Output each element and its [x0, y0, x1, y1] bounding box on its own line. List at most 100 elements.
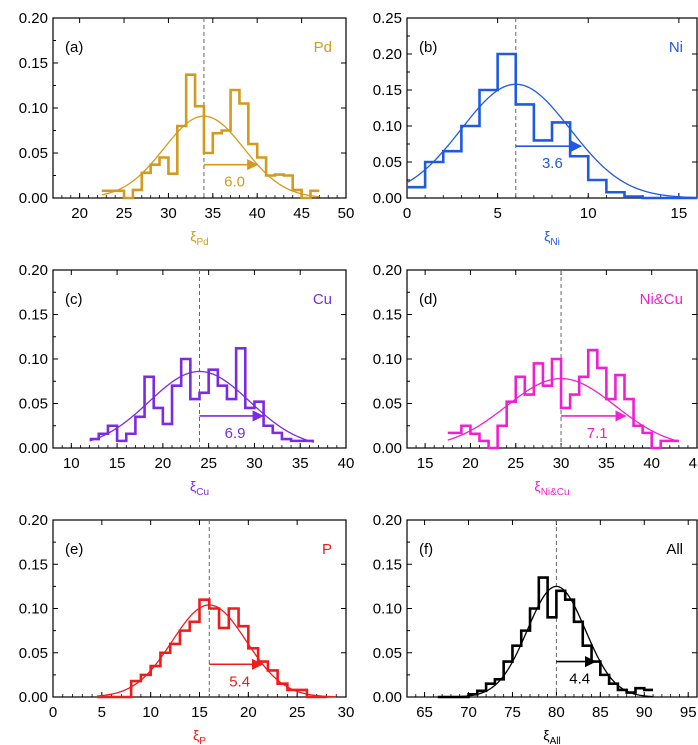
- x-tick-label: 40: [338, 455, 355, 472]
- y-tick-label: 0.00: [373, 190, 402, 207]
- x-axis-label-symbol: ξ: [190, 478, 196, 494]
- x-axis-label-subscript: Ni&Cu: [541, 487, 570, 498]
- histogram-steps: [437, 576, 654, 699]
- histogram-steps: [96, 598, 327, 699]
- x-tick-label: 75: [504, 704, 521, 721]
- x-axis-label-subscript: All: [550, 736, 561, 745]
- x-axis-label-subscript: P: [199, 736, 206, 745]
- y-tick-label: 0.25: [373, 10, 402, 27]
- y-tick-label: 0.10: [373, 351, 402, 368]
- plot-frame: [52, 269, 347, 449]
- x-tick-label: 5: [98, 704, 106, 721]
- y-tick-label: 0.10: [19, 351, 48, 368]
- y-tick-label: 0.00: [19, 440, 48, 457]
- x-tick-label: 45: [293, 205, 310, 222]
- x-tick-label: 15: [191, 704, 208, 721]
- x-tick-label: 35: [204, 205, 221, 222]
- gaussian-fit-curve: [447, 377, 680, 442]
- sigma-arrow-label: 4.4: [569, 671, 590, 688]
- x-tick-label: 90: [636, 704, 653, 721]
- x-tick-label: 15: [109, 455, 126, 472]
- element-label: P: [322, 541, 332, 558]
- gaussian-fit-curve: [437, 585, 654, 698]
- x-tick-label: 15: [671, 205, 688, 222]
- element-label: Cu: [313, 291, 332, 308]
- panel-f: 0.00 0.05 0.10 0.15 0.20 65 70 75 80 85 90 95 4.4 (f)…: [373, 512, 698, 745]
- gaussian-fit-curve: [101, 115, 320, 198]
- panel-label: (e): [65, 541, 83, 558]
- x-tick-label: 25: [116, 205, 133, 222]
- panel-a: 0.00 0.05 0.10 0.15 0.20 20 25 30 35 40 45 50 6.0 (a)…: [19, 10, 355, 248]
- histogram-steps: [447, 348, 679, 450]
- y-tick-label: 0.10: [19, 100, 48, 117]
- x-axis-label-subscript: Cu: [196, 487, 209, 498]
- x-axis-label-subscript: Ni: [550, 237, 559, 248]
- plot-frame: [52, 17, 347, 199]
- y-tick-label: 0.20: [373, 46, 402, 63]
- y-tick-label: 0.10: [373, 601, 402, 618]
- plot-frame: [406, 519, 698, 698]
- x-tick-label: 25: [507, 455, 524, 472]
- y-tick-label: 0.15: [19, 556, 48, 573]
- y-tick-label: 0.20: [19, 262, 48, 279]
- panel-e: 0.00 0.05 0.10 0.15 0.20 0 5 10 15 20 25 30 5.4 (e) Pξ…: [19, 512, 355, 745]
- x-tick-label: 95: [680, 704, 697, 721]
- x-tick-label: 40: [249, 205, 266, 222]
- element-label: All: [666, 541, 683, 558]
- panel-label: (f): [419, 541, 433, 558]
- x-tick-label: 40: [643, 455, 660, 472]
- panel-b: 0.000.050.100.150.200.250 5 10 153.6(b) NiξN…: [373, 10, 698, 248]
- y-tick-label: 0.20: [373, 512, 402, 529]
- element-label: Pd: [314, 39, 332, 56]
- x-axis-label-symbol: ξ: [193, 727, 199, 743]
- y-tick-label: 0.00: [373, 440, 402, 457]
- sigma-arrow-label: 3.6: [542, 155, 563, 172]
- x-tick-label: 20: [71, 205, 88, 222]
- y-tick-label: 0.20: [19, 10, 48, 27]
- gaussian-fit-curve: [89, 370, 315, 443]
- x-axis-label-symbol: ξ: [543, 727, 549, 743]
- x-tick-label: 85: [592, 704, 609, 721]
- x-axis-label-symbol: ξ: [534, 478, 540, 494]
- x-tick-label: 25: [200, 455, 217, 472]
- y-tick-label: 0.05: [373, 154, 402, 171]
- y-tick-label: 0.20: [19, 512, 48, 529]
- x-tick-label: 0: [49, 704, 57, 721]
- x-tick-label: 30: [553, 455, 570, 472]
- panel-d: 0.00 0.05 0.10 0.15 0.20 15 20 25 30 35 40 45 7.1 (d)…: [373, 262, 698, 498]
- gaussian-fit-curve: [96, 604, 337, 698]
- element-label: Ni&Cu: [640, 291, 683, 308]
- y-tick-label: 0.15: [19, 55, 48, 72]
- x-tick-label: 50: [338, 205, 355, 222]
- x-tick-label: 30: [246, 455, 263, 472]
- sigma-arrow-label: 5.4: [229, 673, 250, 690]
- y-tick-label: 0.20: [373, 262, 402, 279]
- y-tick-label: 0.05: [373, 396, 402, 413]
- panel-label: (d): [419, 291, 437, 308]
- sigma-arrow-label: 7.1: [587, 425, 608, 442]
- x-tick-label: 20: [240, 704, 257, 721]
- y-tick-label: 0.15: [373, 82, 402, 99]
- x-tick-label: 35: [292, 455, 309, 472]
- panel-label: (b): [419, 39, 437, 56]
- x-tick-label: 25: [289, 704, 306, 721]
- y-tick-label: 0.05: [19, 145, 48, 162]
- x-tick-label: 10: [580, 205, 597, 222]
- y-tick-label: 0.15: [19, 307, 48, 324]
- x-tick-label: 80: [548, 704, 565, 721]
- x-axis-label: ξPd: [190, 228, 209, 248]
- y-tick-label: 0.05: [373, 645, 402, 662]
- x-axis-label: ξNi: [544, 228, 560, 248]
- y-tick-label: 0.05: [19, 645, 48, 662]
- x-tick-label: 30: [160, 205, 177, 222]
- x-axis-label-subscript: Pd: [197, 237, 209, 248]
- x-tick-label: 10: [63, 455, 80, 472]
- panel-c: 0.00 0.05 0.10 0.15 0.20 10 15 20 25 30 35 40 6.9 (c)…: [19, 262, 355, 498]
- x-axis-label: ξAll: [543, 727, 560, 745]
- x-tick-label: 35: [598, 455, 615, 472]
- element-label: Ni: [669, 39, 683, 56]
- x-tick-label: 20: [155, 455, 172, 472]
- y-tick-label: 0.05: [19, 396, 48, 413]
- x-tick-label: 15: [417, 455, 434, 472]
- x-tick-label: 65: [416, 704, 433, 721]
